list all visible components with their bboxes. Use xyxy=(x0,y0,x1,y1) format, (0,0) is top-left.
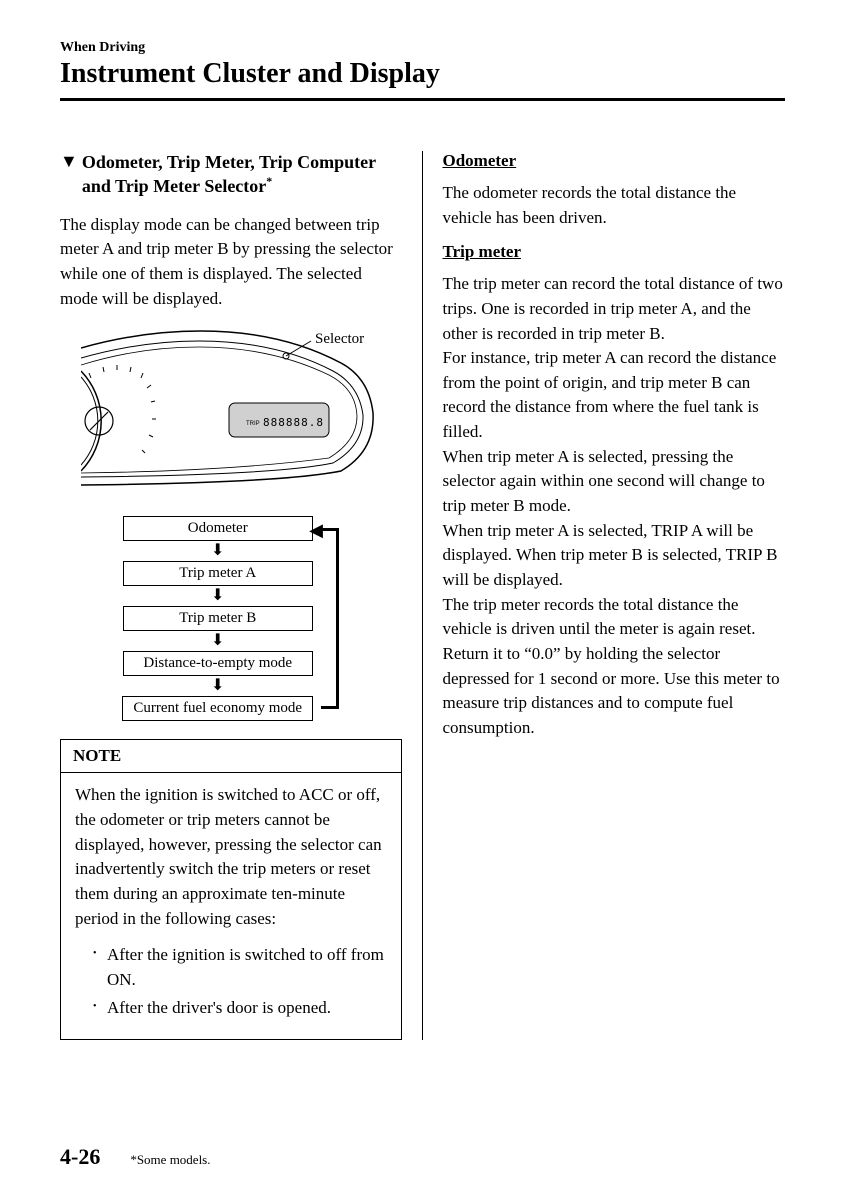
content-columns: ▼ Odometer, Trip Meter, Trip Computer an… xyxy=(60,151,785,1040)
left-column: ▼ Odometer, Trip Meter, Trip Computer an… xyxy=(60,151,423,1040)
cluster-svg: TRIP 888888.8 Selector xyxy=(81,323,381,493)
intro-paragraph: The display mode can be changed between … xyxy=(60,213,402,312)
breadcrumb: When Driving xyxy=(60,40,785,56)
down-arrow-icon: ⬇ xyxy=(211,633,224,649)
flow-box: Trip meter A xyxy=(123,561,313,586)
flow-box: Odometer xyxy=(123,516,313,541)
note-title: NOTE xyxy=(61,740,401,773)
selector-label: Selector xyxy=(315,331,364,347)
down-arrow-icon: ⬇ xyxy=(211,543,224,559)
flow-box: Current fuel economy mode xyxy=(122,696,313,721)
loop-connector: ◀ xyxy=(317,516,339,721)
right-column: Odometer The odometer records the total … xyxy=(423,151,786,1040)
mode-flow-diagram: Odometer ⬇ Trip meter A ⬇ Trip meter B ⬇… xyxy=(60,516,402,721)
display-digits: 888888.8 xyxy=(263,416,324,429)
left-arrow-icon: ◀ xyxy=(309,521,323,539)
triangle-marker-icon: ▼ xyxy=(60,151,78,173)
footnote-star: * xyxy=(266,174,272,188)
flow-box: Distance-to-empty mode xyxy=(123,651,313,676)
down-arrow-icon: ⬇ xyxy=(211,678,224,694)
trip-meter-para: When trip meter A is selected, TRIP A wi… xyxy=(443,519,786,593)
subsection-heading: ▼ Odometer, Trip Meter, Trip Computer an… xyxy=(60,151,402,199)
down-arrow-icon: ⬇ xyxy=(211,588,224,604)
trip-meter-para: For instance, trip meter A can record th… xyxy=(443,346,786,445)
instrument-cluster-diagram: TRIP 888888.8 Selector xyxy=(60,323,402,498)
display-prefix: TRIP xyxy=(246,421,260,427)
note-body-text: When the ignition is switched to ACC or … xyxy=(75,783,387,931)
odometer-heading: Odometer xyxy=(443,151,786,171)
footnote-text: *Some models. xyxy=(130,1152,210,1168)
odometer-body: The odometer records the total distance … xyxy=(443,181,786,230)
header-rule xyxy=(60,98,785,101)
page-footer: 4-26 *Some models. xyxy=(60,1144,211,1170)
trip-meter-para: The trip meter records the total distanc… xyxy=(443,593,786,741)
trip-meter-para: The trip meter can record the total dist… xyxy=(443,272,786,346)
subsection-heading-text: Odometer, Trip Meter, Trip Computer and … xyxy=(82,152,376,196)
note-bullet: After the ignition is switched to off fr… xyxy=(93,943,387,992)
page-number: 4-26 xyxy=(60,1144,100,1170)
trip-meter-para: When trip meter A is selected, pressing … xyxy=(443,445,786,519)
note-box: NOTE When the ignition is switched to AC… xyxy=(60,739,402,1040)
page-header: When Driving Instrument Cluster and Disp… xyxy=(60,40,785,90)
flow-box: Trip meter B xyxy=(123,606,313,631)
note-bullet: After the driver's door is opened. xyxy=(93,996,387,1021)
trip-meter-heading: Trip meter xyxy=(443,242,786,262)
page-title: Instrument Cluster and Display xyxy=(60,58,785,90)
